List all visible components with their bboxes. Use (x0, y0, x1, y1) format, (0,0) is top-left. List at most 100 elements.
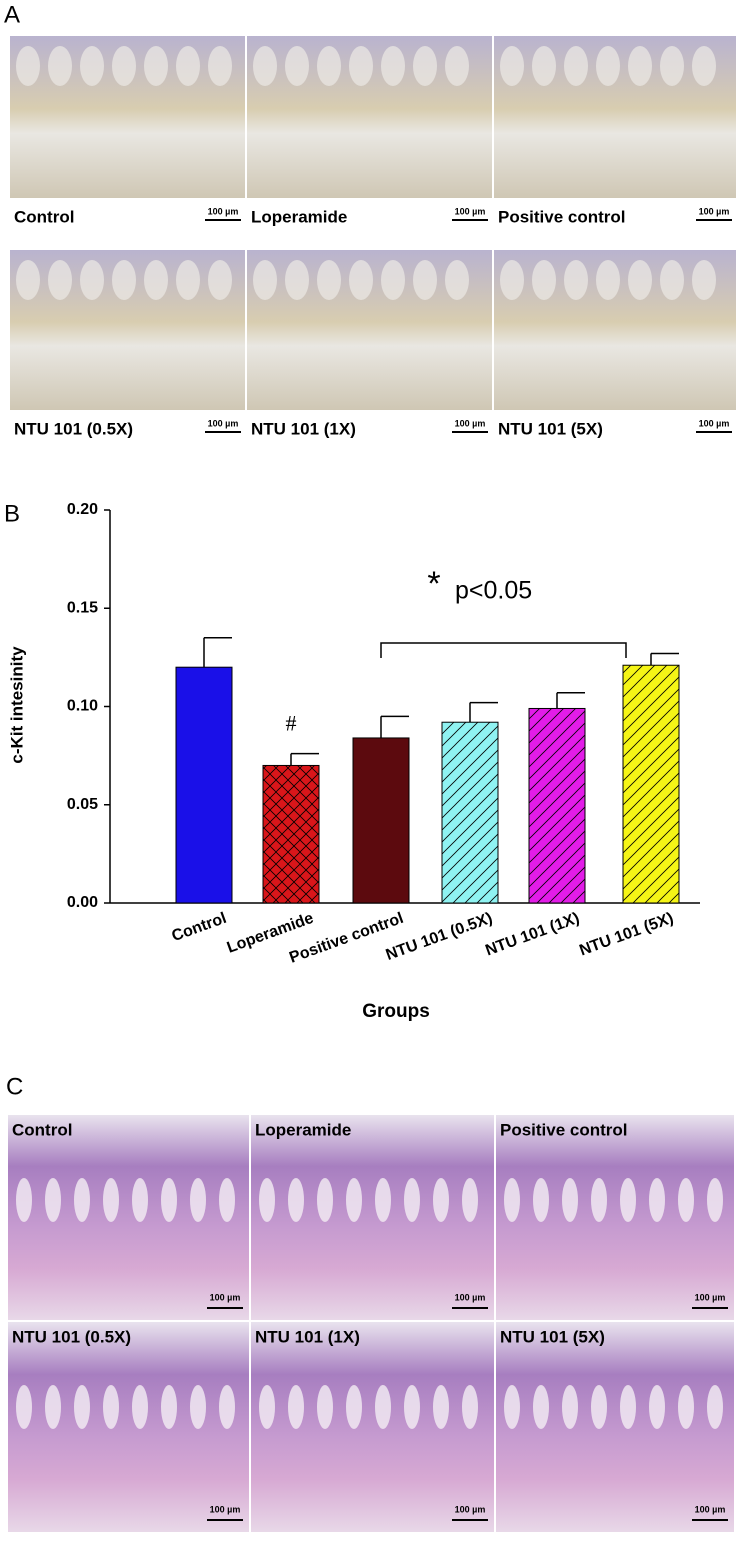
panel-label: C (6, 1073, 23, 1100)
crypt (707, 1385, 723, 1429)
crypt (16, 260, 40, 300)
crypt (288, 1178, 304, 1222)
crypt (533, 1178, 549, 1222)
image-caption: NTU 101 (5X) (500, 1327, 605, 1346)
scale-bar-label: 100 µm (695, 1292, 726, 1302)
histology-image (496, 1322, 734, 1532)
crypt (404, 1178, 420, 1222)
image-caption: NTU 101 (0.5X) (14, 419, 133, 438)
crypt (562, 1385, 578, 1429)
x-tick-label: NTU 101 (5X) (577, 910, 676, 960)
crypt (317, 1178, 333, 1222)
crypt (349, 46, 373, 86)
crypt (692, 46, 716, 86)
image-caption: Positive control (498, 207, 626, 226)
bar (441, 721, 499, 904)
crypt (176, 260, 200, 300)
crypt (219, 1385, 235, 1429)
crypt (16, 1385, 32, 1429)
crypt (504, 1178, 520, 1222)
crypt (620, 1178, 636, 1222)
crypt (504, 1385, 520, 1429)
crypt (285, 46, 309, 86)
crypt (692, 260, 716, 300)
crypt (208, 260, 232, 300)
crypt (161, 1385, 177, 1429)
crypt (45, 1178, 61, 1222)
bar (528, 707, 586, 904)
significance-mark: # (286, 711, 297, 736)
crypt (381, 46, 405, 86)
crypt (253, 260, 277, 300)
crypt (620, 1385, 636, 1429)
crypt (253, 46, 277, 86)
image-caption: Positive control (500, 1120, 628, 1139)
crypt (349, 260, 373, 300)
crypt (16, 1178, 32, 1222)
crypt (16, 46, 40, 86)
crypt (80, 46, 104, 86)
panel-label: A (4, 1, 20, 28)
crypt (500, 260, 524, 300)
crypt (707, 1178, 723, 1222)
crypt (176, 46, 200, 86)
scale-bar-label: 100 µm (455, 418, 486, 428)
crypt (591, 1178, 607, 1222)
crypt (112, 46, 136, 86)
histology-image (251, 1322, 494, 1532)
panel-label: B (4, 500, 20, 527)
crypt (596, 260, 620, 300)
crypt (346, 1178, 362, 1222)
y-tick-label: 0.10 (67, 698, 98, 715)
bar (622, 664, 680, 904)
image-caption: NTU 101 (0.5X) (12, 1327, 131, 1346)
crypt (190, 1385, 206, 1429)
histology-image (8, 1115, 249, 1320)
crypt (660, 46, 684, 86)
y-tick-label: 0.05 (67, 796, 98, 813)
crypt (74, 1385, 90, 1429)
scale-bar-label: 100 µm (208, 418, 239, 428)
y-axis-label: c-Kit intesinity (7, 646, 26, 764)
crypt (259, 1385, 275, 1429)
p-value: p<0.05 (455, 577, 532, 605)
crypt (628, 260, 652, 300)
y-tick-label: 0.15 (67, 599, 98, 616)
bar (352, 737, 410, 904)
crypt (103, 1385, 119, 1429)
scale-bar-label: 100 µm (210, 1292, 241, 1302)
x-axis-label: Groups (362, 1001, 430, 1022)
crypt (161, 1178, 177, 1222)
crypt (564, 46, 588, 86)
crypt (500, 46, 524, 86)
crypt (80, 260, 104, 300)
crypt (678, 1178, 694, 1222)
bar (262, 764, 320, 904)
crypt (375, 1178, 391, 1222)
y-tick-label: 0.00 (67, 894, 98, 911)
crypt (649, 1385, 665, 1429)
crypt (564, 260, 588, 300)
histology-image (8, 1322, 249, 1532)
crypt (48, 260, 72, 300)
crypt (462, 1385, 478, 1429)
image-caption: Control (12, 1120, 72, 1139)
crypt (259, 1178, 275, 1222)
histology-image (496, 1115, 734, 1320)
crypt (445, 46, 469, 86)
image-caption: NTU 101 (1X) (251, 419, 356, 438)
crypt (533, 1385, 549, 1429)
crypt (208, 46, 232, 86)
crypt (562, 1178, 578, 1222)
crypt (219, 1178, 235, 1222)
crypt (413, 260, 437, 300)
image-caption: Loperamide (255, 1120, 351, 1139)
bar (175, 666, 233, 904)
crypt (346, 1385, 362, 1429)
bracket (380, 642, 627, 658)
crypt (678, 1385, 694, 1429)
crypt (317, 1385, 333, 1429)
crypt (288, 1385, 304, 1429)
x-tick-label: NTU 101 (1X) (483, 910, 582, 960)
